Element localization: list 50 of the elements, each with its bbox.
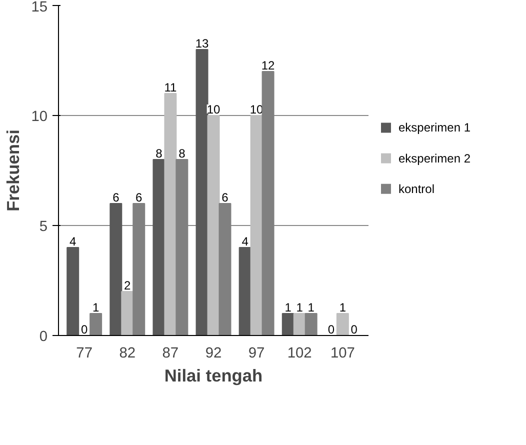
data-label: 1 — [92, 300, 100, 314]
y-axis-title: Frekuensi — [3, 130, 24, 212]
x-tick-label: 107 — [330, 346, 355, 362]
bar — [90, 313, 102, 336]
bar — [304, 313, 318, 336]
data-label: 1 — [308, 300, 315, 314]
x-tick-label: 87 — [162, 346, 179, 362]
data-label: 2 — [124, 278, 132, 292]
bar — [66, 247, 80, 336]
y-tick-label: 5 — [39, 219, 48, 235]
y-tick-label: 10 — [31, 109, 48, 125]
bar — [196, 49, 208, 336]
data-label: 11 — [164, 80, 177, 94]
bar — [293, 313, 306, 336]
bar — [152, 159, 166, 336]
bar — [238, 247, 252, 336]
bar — [336, 313, 349, 336]
x-tick-label: 77 — [76, 346, 92, 362]
legend-label: eksperimen 2 — [398, 151, 471, 166]
bar — [164, 93, 177, 336]
x-tick-label: 97 — [248, 346, 265, 362]
data-label: 12 — [261, 58, 276, 72]
bar — [250, 115, 263, 336]
legend-label: eksperimen 1 — [398, 120, 471, 135]
data-label: 4 — [70, 234, 77, 248]
data-label: 1 — [296, 300, 304, 314]
bar — [121, 291, 134, 336]
data-label: 8 — [178, 146, 186, 160]
bar — [110, 203, 122, 336]
x-tick-label: 82 — [119, 346, 136, 362]
y-tick-label: 15 — [31, 0, 48, 16]
x-tick-label: 92 — [205, 346, 222, 362]
data-label: 0 — [80, 322, 88, 336]
data-label: 10 — [206, 102, 220, 116]
data-label: 6 — [222, 190, 229, 204]
x-tick-label: 102 — [287, 346, 312, 362]
legend-label: kontrol — [398, 182, 435, 196]
data-label: 0 — [328, 322, 335, 336]
data-label: 6 — [136, 190, 143, 204]
data-label: 13 — [195, 36, 210, 50]
x-axis-title: Nilai tengah — [164, 366, 263, 386]
data-label: 4 — [242, 234, 249, 248]
data-label: 6 — [112, 190, 120, 204]
bar — [207, 115, 220, 336]
data-label: 8 — [156, 146, 163, 160]
bar — [282, 313, 294, 336]
y-tick-label: 0 — [39, 329, 48, 345]
data-label: 1 — [339, 300, 346, 314]
data-label: 0 — [350, 322, 358, 336]
data-label: 1 — [284, 300, 292, 314]
